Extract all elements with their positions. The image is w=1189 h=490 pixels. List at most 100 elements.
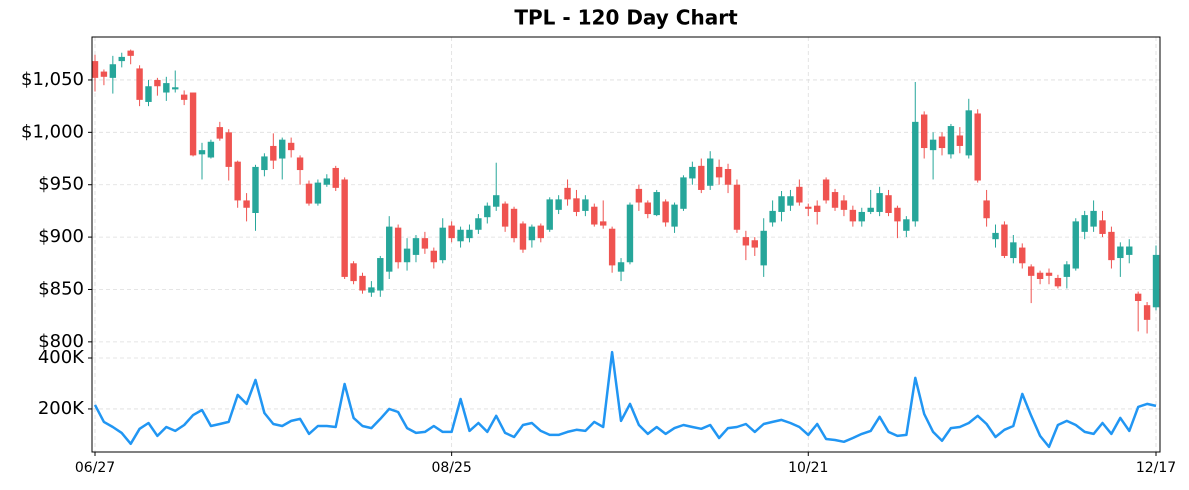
candle-body <box>118 56 125 62</box>
x-tick-label: 08/25 <box>431 460 471 476</box>
candle-body <box>457 229 464 242</box>
candle-body <box>216 127 224 139</box>
chart-title: TPL - 120 Day Chart <box>514 6 738 30</box>
candle-body <box>662 201 669 223</box>
candle-body <box>314 182 322 204</box>
candle-body <box>769 210 776 223</box>
candle-body <box>332 167 339 188</box>
candle-body <box>555 199 562 210</box>
candle-body <box>180 94 188 100</box>
candle-body <box>546 199 553 230</box>
candle-body <box>1126 246 1133 255</box>
candle-body <box>377 258 384 291</box>
candle-body <box>1099 220 1106 234</box>
candle-body <box>323 178 331 185</box>
y-tick-label: $850 <box>38 278 84 299</box>
y-tick-label: 400K <box>38 347 85 368</box>
candle-body <box>261 156 268 171</box>
candle-body <box>430 250 438 263</box>
candle-body <box>724 169 732 185</box>
candle-body <box>608 228 616 266</box>
candle-body <box>394 227 402 263</box>
candle-body <box>412 238 420 255</box>
candle-body <box>983 200 990 219</box>
candle-body <box>849 209 857 222</box>
candle-body <box>617 262 625 272</box>
candle-body <box>154 79 161 87</box>
candle-body <box>600 221 607 226</box>
candle-body <box>644 202 651 215</box>
candle-body <box>573 198 580 212</box>
candle-body <box>198 150 206 155</box>
y-tick-label: $800 <box>38 331 84 352</box>
candle-body <box>689 166 696 179</box>
candle-body <box>386 226 393 272</box>
candle-body <box>894 207 901 222</box>
candle-body <box>635 188 643 203</box>
candle-body <box>341 179 348 277</box>
candle-body <box>493 195 500 207</box>
candle-body <box>510 208 518 239</box>
candle-body <box>172 87 179 90</box>
volume-line <box>93 350 1157 449</box>
candle-body <box>805 206 812 209</box>
candle-body <box>698 165 705 190</box>
y-tick-label: $1,000 <box>21 121 84 142</box>
candle-body <box>1019 247 1026 264</box>
candle-body <box>1152 254 1160 308</box>
candle-body <box>1117 246 1124 259</box>
candle-body <box>163 83 170 93</box>
candle-body <box>136 68 143 100</box>
candle-body <box>947 126 955 155</box>
candle-body <box>243 200 250 208</box>
candle-body <box>742 237 750 246</box>
candle-body <box>760 230 767 266</box>
candle-body <box>653 192 660 216</box>
plot-frame <box>91 36 1161 453</box>
candle-body <box>591 206 598 225</box>
candle-body <box>1010 242 1017 259</box>
candle-body <box>867 207 874 212</box>
candle-body <box>956 135 964 146</box>
candle-body <box>448 225 455 239</box>
candle-body <box>787 196 794 206</box>
candle-body <box>145 86 152 102</box>
y-tick-label: 200K <box>38 398 85 419</box>
candle-body <box>751 240 758 248</box>
candle-body <box>938 136 946 149</box>
candle-body <box>109 64 117 78</box>
candle-body <box>671 204 678 227</box>
candle-body <box>1081 215 1088 232</box>
candle-body <box>475 218 482 230</box>
candle-body <box>778 196 785 212</box>
candle-body <box>189 92 197 156</box>
candle-body <box>234 161 241 201</box>
candle-body <box>582 199 589 211</box>
candle-body <box>840 200 848 210</box>
candle-body <box>920 114 928 149</box>
x-tick-label: 12/17 <box>1136 460 1176 476</box>
candle-body <box>965 110 972 156</box>
candle-body <box>822 179 830 201</box>
candle-body <box>885 195 892 213</box>
candle-body <box>439 227 446 261</box>
candle-body <box>466 229 473 239</box>
candle-body <box>1063 264 1071 277</box>
candle-body <box>929 139 937 151</box>
x-tick-label: 10/21 <box>788 460 828 476</box>
candle-body <box>715 166 723 178</box>
candle-body <box>1001 224 1008 256</box>
candle-body <box>1090 210 1097 227</box>
candle-body <box>484 205 491 218</box>
candle-body <box>100 71 108 77</box>
candle-body <box>91 61 99 78</box>
candle-body <box>626 204 634 263</box>
x-tick-label: 06/27 <box>75 460 115 476</box>
candle-body <box>1134 293 1142 301</box>
candle-body <box>225 132 232 167</box>
candle-body <box>350 263 357 282</box>
candle-body <box>974 113 981 181</box>
candle-body <box>1072 221 1079 269</box>
